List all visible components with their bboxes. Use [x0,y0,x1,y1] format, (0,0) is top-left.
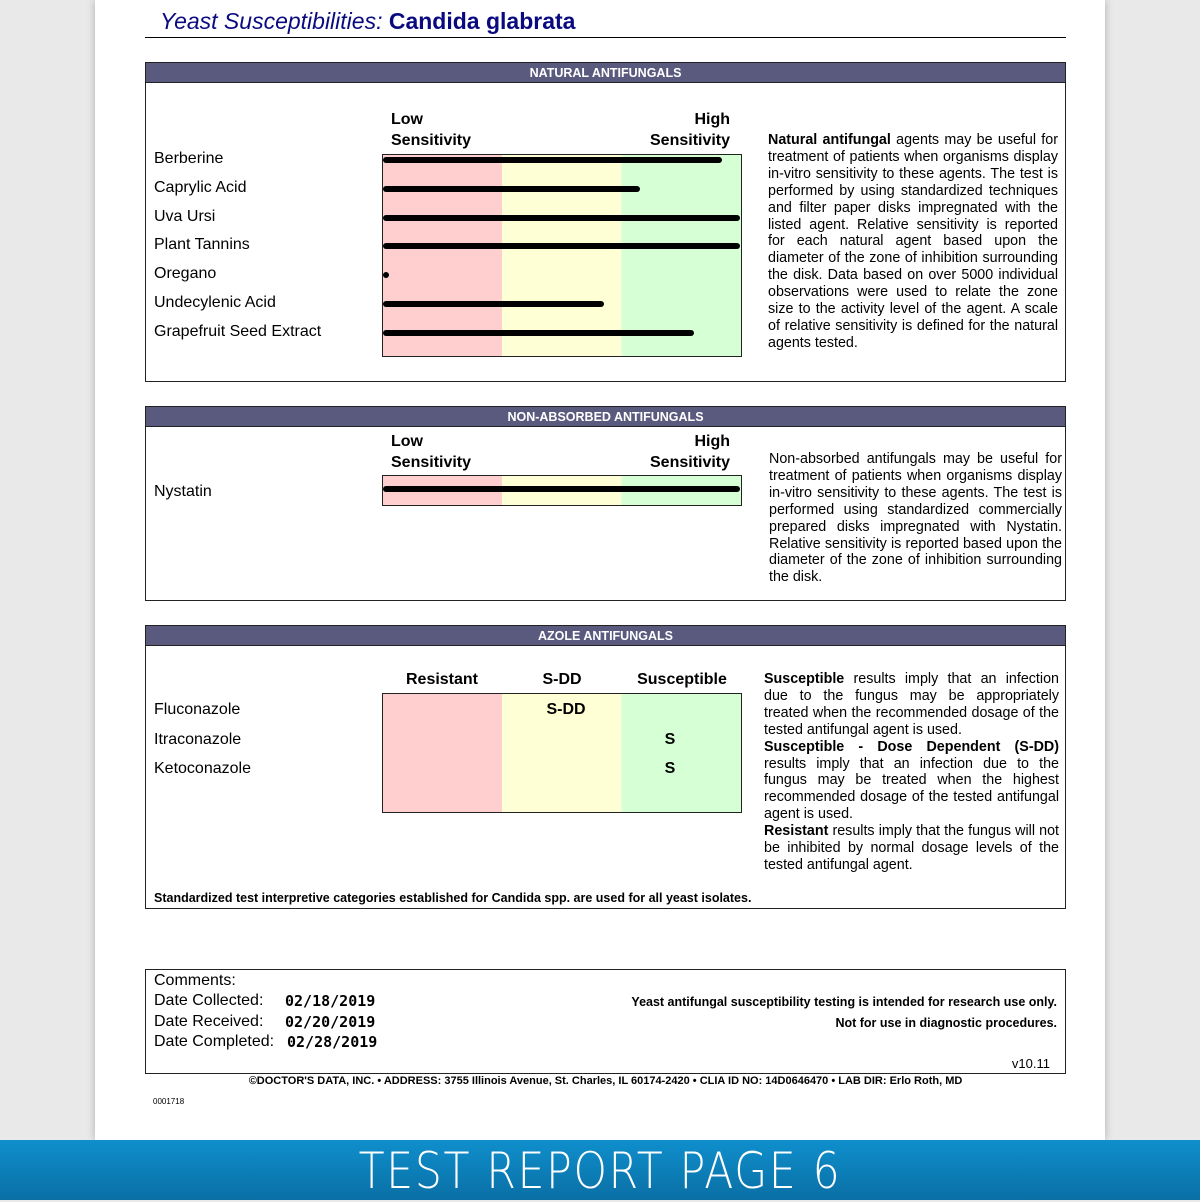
high-sensitivity-label: High Sensitivity [650,111,731,149]
column-resistant: Resistant [405,671,479,688]
drug-label: Fluconazole [154,701,241,718]
date-received: 02/20/2019 [285,1013,376,1031]
version: v10.11 [1011,1056,1050,1071]
drug-label: Itraconazole [154,730,242,748]
diagnostic-note: Not for use in diagnostic procedures. [835,1016,1057,1030]
sensitivity-bar [383,185,641,192]
natural-antifungals-panel: NATURAL ANTIFUNGALS Low Sensitivity High S… [145,62,1066,382]
drug-label: Caprylic Acid [154,178,247,196]
sensitivity-bar [383,329,694,336]
panel-header: NATURAL ANTIFUNGALS [146,63,1065,83]
drug-label: Oregano [154,265,217,283]
azole-footnote: Standardized test interpretive categorie… [154,891,752,905]
report-code: 0001718 [153,1097,185,1106]
title-rule [145,37,1066,38]
non-absorbed-description: Non-absorbed antifungals may be useful f… [769,451,1062,586]
title-prefix: Yeast Susceptibilities: [160,8,383,34]
banner-text: TEST REPORT PAGE 6 [358,1142,842,1200]
low-sensitivity-label: Low Sensitivity [391,433,472,471]
drug-label: Ketoconazole [154,760,251,777]
comments-box: Comments: Date Collected: 02/18/2019 Dat… [145,969,1066,1074]
high-sensitivity-label: High Sensitivity [650,433,731,471]
date-collected-label: Date Collected: [154,992,264,1009]
drug-label: Uva Ursi [154,207,216,225]
date-completed-label: Date Completed: [154,1033,275,1050]
azole-result: S-DD [546,701,586,718]
panel-header: NON-ABSORBED ANTIFUNGALS [146,407,1065,427]
azole-result: S [664,760,676,777]
non-absorbed-antifungals-panel: NON-ABSORBED ANTIFUNGALS Low Sensitivity … [145,406,1066,601]
sensitivity-bar [383,486,740,492]
date-completed: 02/28/2019 [287,1033,378,1051]
sensitivity-bar [383,214,740,221]
date-collected: 02/18/2019 [285,992,376,1010]
low-sensitivity-label: Low Sensitivity [391,111,472,149]
nystatin-sensitivity-chart [382,475,742,506]
azole-result: S [664,730,676,748]
organism-name: Candida glabrata [388,8,576,34]
sensitivity-bar [383,157,723,163]
lab-address-footer: ©DOCTOR'S DATA, INC. • ADDRESS: 3755 Ill… [248,1075,963,1087]
azole-antifungals-panel: AZOLE ANTIFUNGALS Resistant S-DD Suscept… [145,625,1066,909]
drug-label: Berberine [154,150,224,167]
page-banner: TEST REPORT PAGE 6 [0,1140,1200,1200]
panel-header: AZOLE ANTIFUNGALS [146,626,1065,646]
drug-label: Plant Tannins [154,236,250,254]
column-susceptible: Susceptible [637,671,727,688]
sensitivity-bar [383,272,389,279]
natural-sensitivity-chart [382,154,742,357]
drug-label: Nystatin [154,483,212,500]
sensitivity-bar [383,301,605,307]
date-received-label: Date Received: [154,1013,264,1030]
natural-description: Natural antifungal agents may be useful … [768,132,1058,351]
drug-label: Undecylenic Acid [154,294,276,311]
column-sdd: S-DD [542,671,582,688]
sensitivity-bar [383,243,740,250]
comments-label: Comments: [154,972,236,989]
azole-description: Susceptible results imply that an infect… [764,671,1059,873]
page-title: Yeast Susceptibilities: Candida glabrata [160,8,575,35]
research-use-note: Yeast antifungal susceptibility testing … [631,995,1057,1009]
drug-label: Grapefruit Seed Extract [154,322,322,340]
azole-result-grid [382,693,742,813]
